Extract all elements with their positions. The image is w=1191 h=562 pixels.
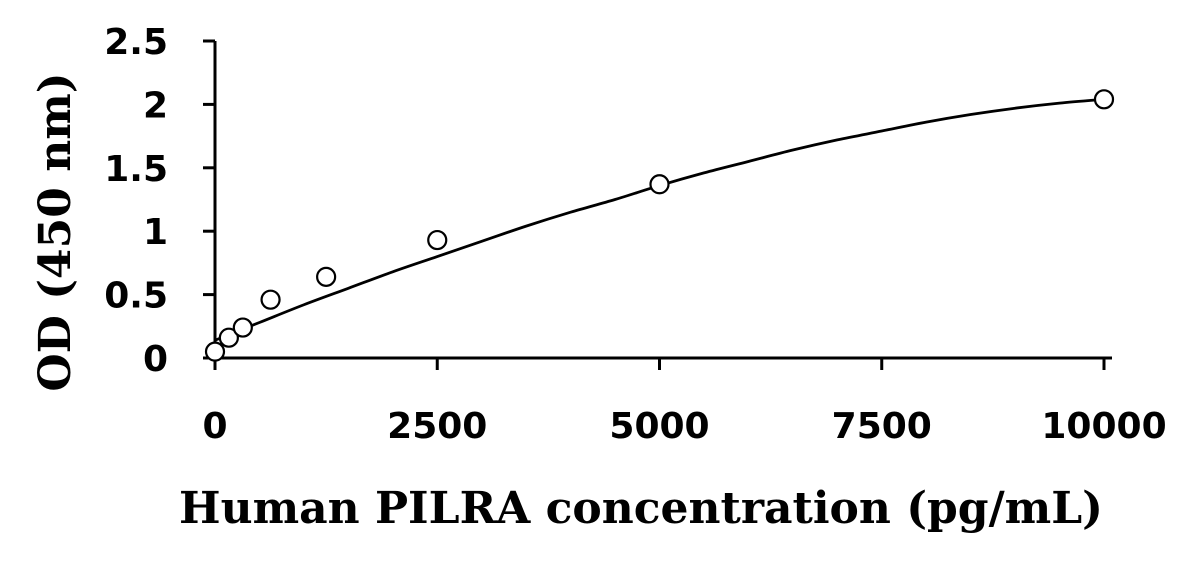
y-tick-label: 1.5 bbox=[104, 149, 168, 190]
fit-curve bbox=[214, 97, 1105, 342]
y-tick-label: 0.5 bbox=[104, 276, 168, 317]
data-point bbox=[232, 317, 253, 338]
y-axis-ticks: 0 0.5 1 1.5 2 2.5 bbox=[104, 22, 215, 380]
data-point bbox=[1093, 89, 1115, 110]
x-tick-label: 7500 bbox=[832, 406, 932, 447]
x-tick-label: 0 bbox=[202, 406, 227, 447]
x-tick-label: 2500 bbox=[387, 406, 487, 447]
data-point bbox=[260, 289, 281, 310]
data-points bbox=[204, 89, 1115, 362]
data-point bbox=[427, 229, 448, 251]
data-point bbox=[316, 266, 337, 287]
data-point bbox=[649, 174, 670, 195]
x-tick-label: 5000 bbox=[609, 406, 709, 447]
data-point bbox=[218, 327, 239, 348]
x-axis-title: Human PILRA concentration (pg/mL) bbox=[179, 483, 1103, 534]
x-axis-ticks: 0 2500 5000 7500 10000 bbox=[202, 358, 1167, 447]
y-tick-label: 0 bbox=[143, 339, 168, 380]
axes bbox=[213, 41, 1112, 360]
y-axis-title: OD (450 nm) bbox=[30, 72, 81, 391]
data-point bbox=[204, 341, 226, 362]
y-tick-label: 2.5 bbox=[104, 22, 168, 63]
x-tick-label: 10000 bbox=[1041, 406, 1166, 447]
y-tick-label: 2 bbox=[143, 85, 168, 126]
y-tick-label: 1 bbox=[143, 212, 168, 253]
